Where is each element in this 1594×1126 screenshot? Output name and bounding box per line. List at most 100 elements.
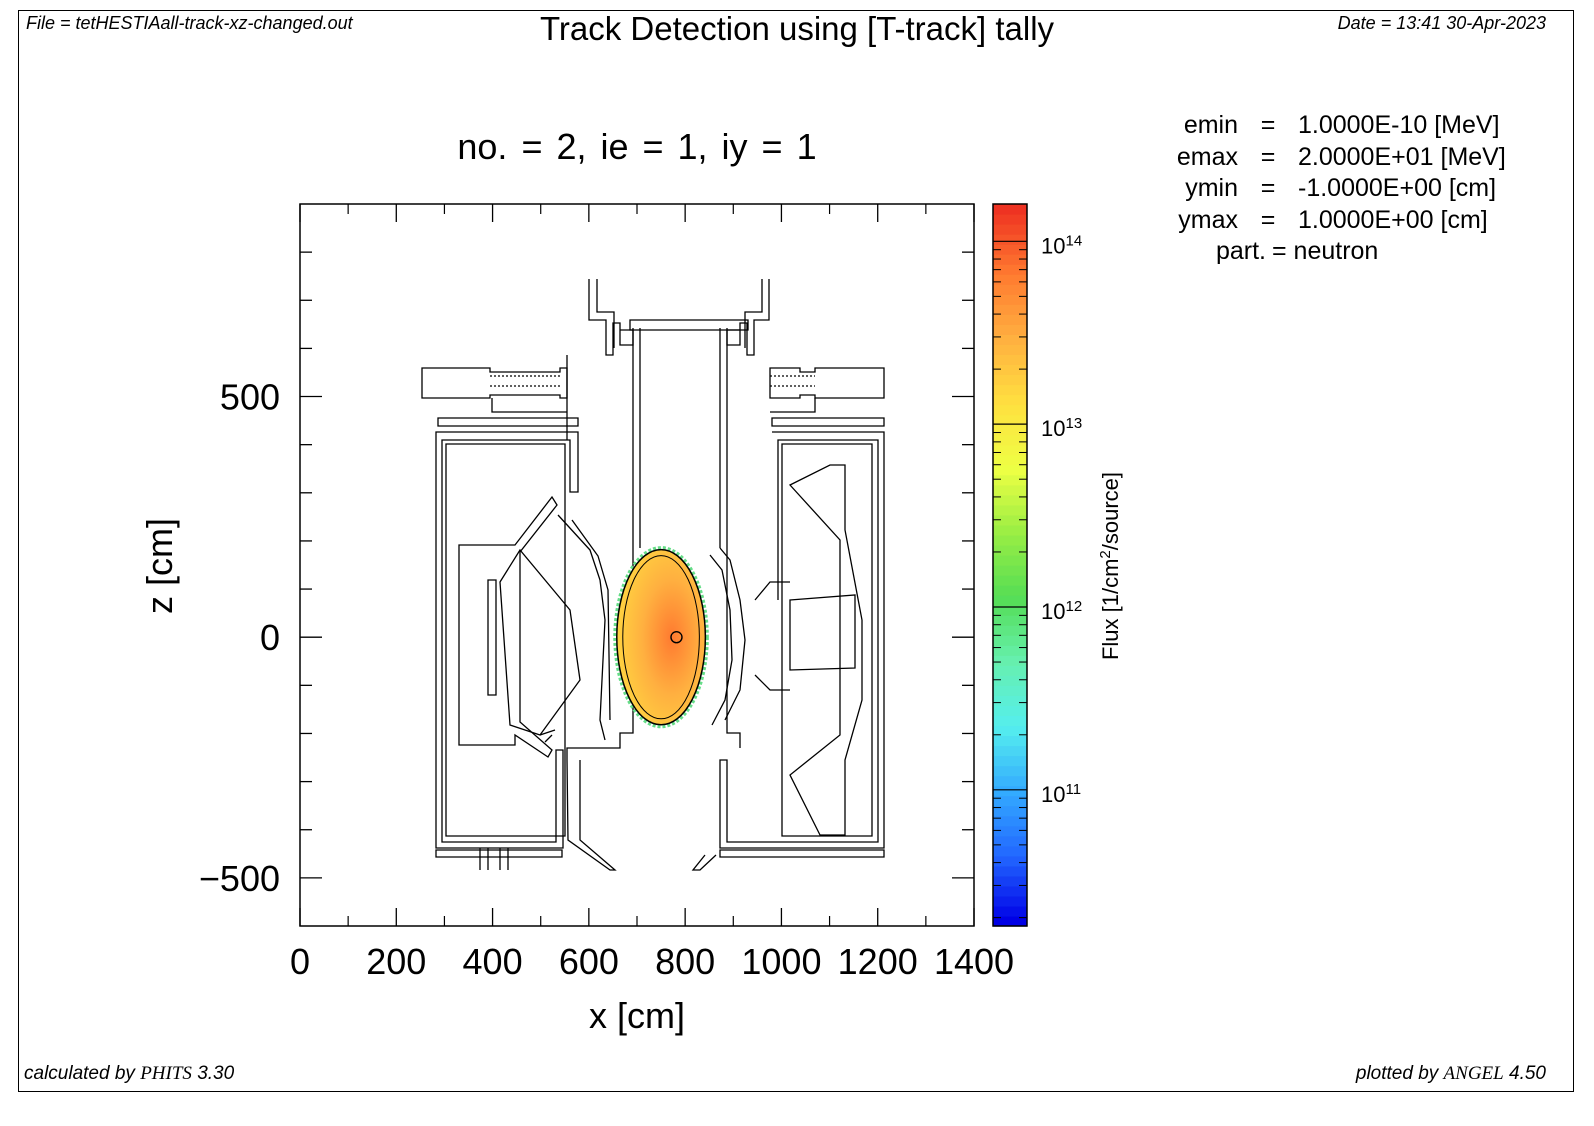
date-stamp: Date = 13:41 30-Apr-2023 bbox=[1337, 13, 1546, 33]
colorbar-cell bbox=[993, 885, 1027, 897]
colorbar-cell bbox=[993, 785, 1027, 797]
colorbar-cell bbox=[993, 605, 1027, 616]
colorbar-cell bbox=[993, 434, 1027, 446]
colorbar-cell bbox=[993, 234, 1027, 245]
colorbar-cell bbox=[993, 444, 1027, 456]
colorbar-cell bbox=[993, 835, 1027, 847]
colorbar-cell bbox=[993, 705, 1027, 717]
param-key: part. bbox=[1215, 237, 1266, 266]
plasma-boundary bbox=[622, 555, 700, 720]
colorbar-tick-label: 1012 bbox=[1041, 597, 1082, 624]
colorbar-cell bbox=[993, 374, 1027, 386]
param-key: ymin bbox=[1185, 174, 1238, 203]
colorbar-cell bbox=[993, 625, 1027, 636]
param-key: emin bbox=[1183, 111, 1238, 139]
colorbar-cell bbox=[993, 204, 1027, 215]
colorbar-cell bbox=[993, 354, 1027, 366]
colorbar-cell bbox=[993, 745, 1027, 757]
y-tick-label: 0 bbox=[260, 617, 280, 658]
colorbar-cell bbox=[993, 635, 1027, 646]
colorbar: 1011 1012 1013 1014 bbox=[992, 203, 1082, 927]
colorbar-cell bbox=[993, 544, 1027, 556]
colorbar-cell bbox=[993, 264, 1027, 275]
param-key: emax bbox=[1176, 142, 1238, 171]
footer-calculated-by: calculated by PHITS 3.30 bbox=[24, 1063, 235, 1084]
colorbar-cell bbox=[993, 595, 1027, 606]
param-value: 1.0000E-10 [MeV] bbox=[1298, 111, 1500, 139]
x-tick-label: 600 bbox=[559, 941, 619, 982]
colorbar-cell bbox=[993, 304, 1027, 315]
colorbar-cell bbox=[993, 895, 1027, 907]
geometry-outline bbox=[421, 279, 885, 871]
y-axis: −500 0 500 bbox=[199, 251, 974, 899]
colorbar-tick-label: 1014 bbox=[1041, 232, 1082, 259]
param-row: ymin = -1.0000E+00 [cm] bbox=[1158, 173, 1506, 205]
colorbar-cell bbox=[993, 384, 1027, 396]
colorbar-frame bbox=[992, 203, 1028, 927]
colorbar-cell bbox=[993, 615, 1027, 626]
colorbar-cell bbox=[993, 665, 1027, 676]
colorbar-cell bbox=[993, 494, 1027, 506]
colorbar-cell bbox=[993, 575, 1027, 586]
x-tick-label: 800 bbox=[655, 941, 715, 982]
x-tick-label: 0 bbox=[290, 941, 310, 982]
colorbar-cell bbox=[993, 715, 1027, 727]
colorbar-cell bbox=[993, 464, 1027, 476]
param-value: -1.0000E+00 [cm] bbox=[1298, 174, 1497, 203]
colorbar-cell bbox=[993, 324, 1027, 335]
colorbar-cell bbox=[993, 524, 1027, 536]
colorbar-cell bbox=[993, 334, 1027, 345]
colorbar-cell bbox=[993, 875, 1027, 887]
colorbar-tick-label: 1013 bbox=[1041, 415, 1082, 442]
colorbar-cell bbox=[993, 735, 1027, 747]
param-value: 1.0000E+00 [cm] bbox=[1298, 205, 1488, 234]
colorbar-cell bbox=[993, 394, 1027, 406]
colorbar-cell bbox=[993, 905, 1027, 917]
colorbar-cell bbox=[993, 675, 1027, 686]
chart-subtitle: no. = 2, ie = 1, iy = 1 bbox=[457, 126, 817, 167]
colorbar-cell bbox=[993, 284, 1027, 295]
phits-brand: PHITS bbox=[140, 1063, 192, 1084]
colorbar-cell bbox=[993, 274, 1027, 285]
flux-region bbox=[616, 548, 707, 726]
colorbar-cell bbox=[993, 504, 1027, 516]
colorbar-cell bbox=[993, 514, 1027, 526]
colorbar-cell bbox=[993, 454, 1027, 466]
page-title: Track Detection using [T-track] tally bbox=[539, 10, 1055, 47]
colorbar-cell bbox=[993, 224, 1027, 235]
colorbar-cell bbox=[993, 474, 1027, 486]
colorbar-cell bbox=[993, 314, 1027, 325]
colorbar-cell bbox=[993, 554, 1027, 566]
angel-brand: ANGEL bbox=[1443, 1063, 1504, 1084]
parameter-list: emin = 1.0000E-10 [MeV] emax = 2.0000E+01 [M… bbox=[1158, 110, 1506, 268]
y-axis-title: z [cm] bbox=[139, 518, 180, 614]
colorbar-cell bbox=[993, 845, 1027, 857]
param-row: emin = 1.0000E-10 [MeV] bbox=[1158, 110, 1506, 142]
colorbar-cell bbox=[993, 214, 1027, 225]
param-key: ymax bbox=[1178, 205, 1238, 234]
plot-frame bbox=[18, 10, 1574, 1092]
colorbar-cell bbox=[993, 424, 1027, 436]
x-tick-label: 1200 bbox=[838, 941, 918, 982]
colorbar-cell bbox=[993, 645, 1027, 656]
colorbar-cell bbox=[993, 695, 1027, 706]
colorbar-cell bbox=[993, 254, 1027, 265]
colorbar-cell bbox=[993, 855, 1027, 867]
colorbar-cell bbox=[993, 534, 1027, 546]
colorbar-cell bbox=[993, 484, 1027, 496]
colorbar-cell bbox=[993, 725, 1027, 737]
colorbar-cell bbox=[993, 655, 1027, 666]
x-axis: 0 200 400 600 800 1000 1200 1400 bbox=[290, 204, 1014, 982]
flux-layer bbox=[613, 546, 709, 729]
param-eq: = bbox=[1272, 237, 1294, 266]
colorbar-cell bbox=[993, 825, 1027, 837]
param-value: 2.0000E+01 [MeV] bbox=[1298, 142, 1506, 171]
colorbar-cell bbox=[993, 765, 1027, 777]
colorbar-cell bbox=[993, 344, 1027, 356]
colorbar-cell bbox=[993, 755, 1027, 767]
colorbar-tick-label: 1011 bbox=[1041, 780, 1081, 807]
x-tick-label: 400 bbox=[463, 941, 523, 982]
source-marker bbox=[670, 631, 683, 644]
colorbar-cell bbox=[993, 364, 1027, 376]
